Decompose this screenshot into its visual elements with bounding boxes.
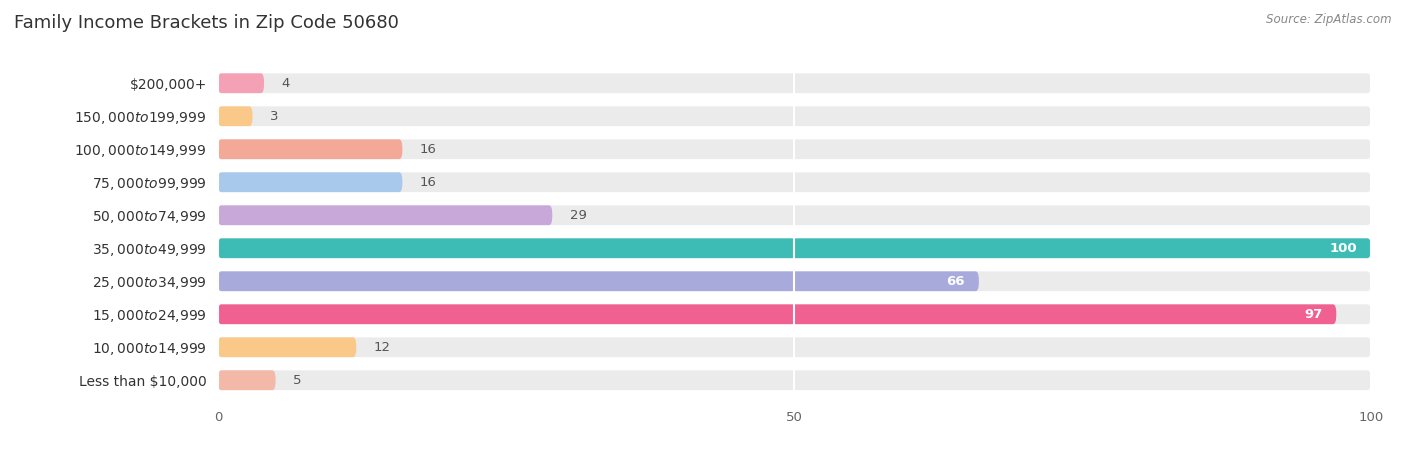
FancyBboxPatch shape	[218, 304, 1336, 324]
FancyBboxPatch shape	[218, 73, 1371, 93]
Text: 16: 16	[420, 143, 437, 156]
Text: 5: 5	[292, 374, 301, 387]
FancyBboxPatch shape	[218, 370, 1371, 390]
FancyBboxPatch shape	[218, 238, 1371, 258]
Text: 100: 100	[1330, 242, 1357, 255]
FancyBboxPatch shape	[218, 140, 402, 159]
FancyBboxPatch shape	[218, 338, 356, 357]
FancyBboxPatch shape	[218, 304, 1371, 324]
FancyBboxPatch shape	[218, 73, 264, 93]
FancyBboxPatch shape	[218, 172, 402, 192]
FancyBboxPatch shape	[218, 106, 1371, 126]
FancyBboxPatch shape	[218, 106, 253, 126]
FancyBboxPatch shape	[218, 238, 1371, 258]
Text: 66: 66	[946, 275, 965, 288]
Text: 29: 29	[569, 209, 586, 222]
Text: 3: 3	[270, 110, 278, 123]
Text: Family Income Brackets in Zip Code 50680: Family Income Brackets in Zip Code 50680	[14, 14, 399, 32]
FancyBboxPatch shape	[218, 271, 979, 291]
Text: Source: ZipAtlas.com: Source: ZipAtlas.com	[1267, 14, 1392, 27]
Text: 4: 4	[281, 77, 290, 90]
Text: 16: 16	[420, 176, 437, 189]
FancyBboxPatch shape	[218, 205, 1371, 225]
Text: 97: 97	[1305, 308, 1323, 321]
FancyBboxPatch shape	[218, 370, 276, 390]
Text: 12: 12	[374, 341, 391, 354]
FancyBboxPatch shape	[218, 338, 1371, 357]
FancyBboxPatch shape	[218, 140, 1371, 159]
FancyBboxPatch shape	[218, 172, 1371, 192]
FancyBboxPatch shape	[218, 205, 553, 225]
FancyBboxPatch shape	[218, 271, 1371, 291]
